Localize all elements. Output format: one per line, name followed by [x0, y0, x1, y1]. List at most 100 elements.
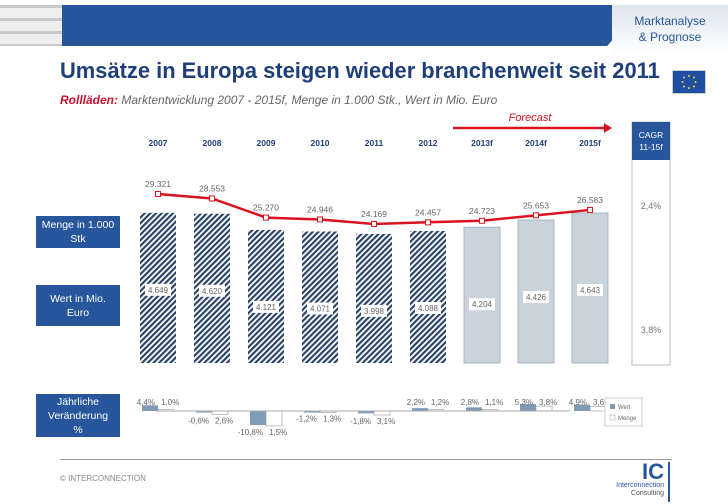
wert-bar	[410, 230, 446, 363]
badge-line1: Marktanalyse	[634, 14, 706, 28]
year-label: 2014f	[525, 138, 547, 148]
wert-change-bar	[196, 411, 212, 413]
section-badge: Marktanalyse & Prognose	[612, 5, 728, 55]
wert-label-bg	[307, 302, 333, 315]
legend-menge: Menge	[618, 416, 637, 422]
cagr-header	[632, 122, 670, 160]
menge-value-label: 24.946	[307, 204, 333, 214]
year-label: 2015f	[579, 138, 601, 148]
change-legend	[604, 397, 643, 427]
wert-change-label: -1,2%	[296, 415, 317, 424]
subtitle-product: Rollläden:	[60, 93, 119, 107]
wert-value-label: 4.204	[472, 300, 493, 309]
badge-line2: & Prognose	[638, 30, 702, 44]
wert-change-label: 4,4%	[137, 398, 155, 407]
wert-change-label: 2,8%	[461, 398, 479, 407]
menge-change-label: 1,5%	[269, 428, 287, 437]
legend-wert-swatch	[610, 404, 615, 409]
menge-point	[425, 219, 431, 226]
wert-change-bar	[250, 411, 266, 426]
menge-change-bar	[373, 410, 391, 416]
wert-change-bar	[520, 404, 536, 411]
menge-change-label: 1,1%	[485, 398, 503, 407]
menge-point	[155, 191, 161, 197]
wert-bar	[248, 229, 284, 363]
eu-stars-icon	[681, 75, 697, 89]
menge-change-label: 3,1%	[377, 417, 395, 426]
menge-change-label: 1,2%	[431, 398, 449, 407]
wert-change-bar	[304, 411, 320, 413]
header-banner	[62, 5, 642, 46]
wert-change-bar	[466, 407, 482, 411]
menge-point	[263, 214, 269, 221]
footer-divider	[60, 459, 672, 460]
wert-label-bg	[145, 283, 171, 296]
year-label: 2007	[149, 138, 168, 148]
eu-flag-icon	[672, 70, 706, 94]
menge-value-label: 25.270	[253, 203, 279, 213]
menge-change-bar	[265, 410, 283, 427]
cagr-header-line2: 11-15f	[639, 142, 663, 152]
year-label: 2008	[203, 138, 222, 148]
header-stripe	[0, 5, 62, 46]
change-label: Jährliche Veränderung %	[36, 394, 120, 437]
wert-label-bg	[469, 298, 495, 311]
wert-bar	[356, 233, 392, 363]
logo-mark: IC	[642, 459, 664, 484]
menge-point	[533, 212, 539, 219]
menge-point	[209, 195, 215, 202]
logo-line1: Interconnection	[616, 482, 664, 489]
wert-change-label: 2,2%	[407, 398, 425, 407]
menge-point	[371, 220, 377, 227]
legend-menge-swatch	[609, 414, 616, 421]
menge-value-label: 26.583	[577, 195, 603, 205]
menge-change-label: 1,0%	[161, 398, 179, 407]
logo-line2: Consulting	[630, 490, 664, 497]
menge-change-label: 3,6%	[593, 398, 611, 407]
wert-change-bar	[142, 405, 158, 411]
wert-change-label: -0,6%	[188, 416, 209, 425]
menge-change-label: 2,6%	[215, 416, 233, 425]
year-label: 2012	[419, 138, 438, 148]
wert-value-label: 4.649	[148, 286, 169, 295]
menge-change-bar	[211, 410, 229, 415]
year-label: 2010	[311, 138, 330, 148]
subtitle-text: Marktentwicklung 2007 - 2015f, Menge in …	[118, 93, 498, 107]
year-label: 2011	[365, 138, 384, 148]
wert-label-bg	[523, 291, 549, 304]
menge-change-label: 1,3%	[323, 415, 341, 424]
wert-value-label: 4.426	[526, 293, 547, 302]
cagr-header-line1: CAGR	[639, 130, 664, 140]
wert-value-label: 4.088	[418, 304, 439, 313]
wert-change-label: -10,8%	[238, 428, 263, 437]
menge-change-label: 3,8%	[539, 398, 557, 407]
page-title: Umsätze in Europa steigen wieder branche…	[60, 58, 660, 83]
copyright: © INTERCONNECTION	[60, 474, 146, 483]
menge-point	[587, 206, 593, 213]
wert-label-bg	[415, 301, 441, 314]
company-logo: IC Interconnection Consulting	[600, 459, 670, 502]
menge-change-bar	[589, 406, 607, 412]
wert-label-bg	[577, 284, 603, 297]
wert-change-bar	[358, 411, 374, 414]
cagr-menge: 2,4%	[641, 201, 662, 211]
wert-bar	[302, 231, 338, 363]
wert-change-label: -1,8%	[350, 417, 371, 426]
menge-value-label: 24.169	[361, 209, 387, 219]
cagr-wert: 3,8%	[641, 325, 662, 335]
menge-value-label: 24.457	[415, 207, 441, 217]
wert-value-label: 4.643	[580, 286, 601, 295]
forecast-arrowhead	[604, 123, 612, 133]
menge-point	[317, 216, 323, 223]
year-label: 2013f	[471, 138, 493, 148]
wert-bar	[463, 226, 501, 364]
wert-value-label: 4.121	[256, 303, 277, 312]
wert-label: Wert in Mio. Euro	[36, 285, 120, 326]
wert-label-bg	[361, 304, 387, 317]
menge-value-label: 29.321	[145, 179, 171, 189]
menge-label: Menge in 1.000 Stk	[36, 216, 120, 248]
wert-change-bar	[574, 404, 590, 411]
menge-point	[479, 217, 485, 224]
year-label: 2009	[257, 138, 276, 148]
